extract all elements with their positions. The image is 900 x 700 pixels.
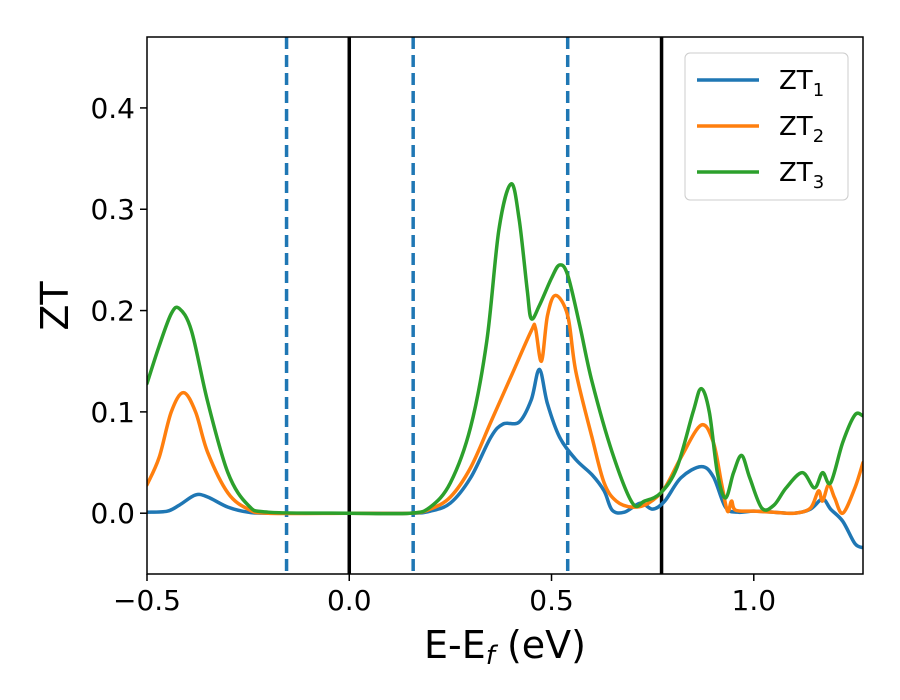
series-line-zt2 — [147, 293, 863, 516]
x-tick-label: −0.5 — [113, 584, 181, 617]
series-line-zt1 — [147, 367, 863, 550]
y-tick-label: 0.3 — [90, 193, 135, 226]
legend-label-zt1: ZT1 — [779, 66, 824, 101]
y-tick-label: 0.0 — [90, 497, 135, 530]
x-tick-label: 0.5 — [529, 584, 574, 617]
x-axis-title: E-Ef (eV) — [424, 623, 586, 671]
x-tick-label: 0.0 — [327, 584, 372, 617]
y-tick-label: 0.4 — [90, 92, 135, 125]
x-tick-label: 1.0 — [732, 584, 777, 617]
legend-box — [684, 52, 849, 201]
y-axis-title: ZT — [33, 281, 77, 331]
y-tick-label: 0.2 — [90, 295, 135, 328]
y-tick-label: 0.1 — [90, 396, 135, 429]
plot-frame — [146, 36, 864, 575]
series-line-zt3 — [147, 182, 863, 516]
legend-label-zt2: ZT2 — [779, 112, 824, 147]
legend: ZT1 ZT2 ZT3 — [684, 52, 849, 201]
legend-label-zt3: ZT3 — [779, 158, 824, 193]
